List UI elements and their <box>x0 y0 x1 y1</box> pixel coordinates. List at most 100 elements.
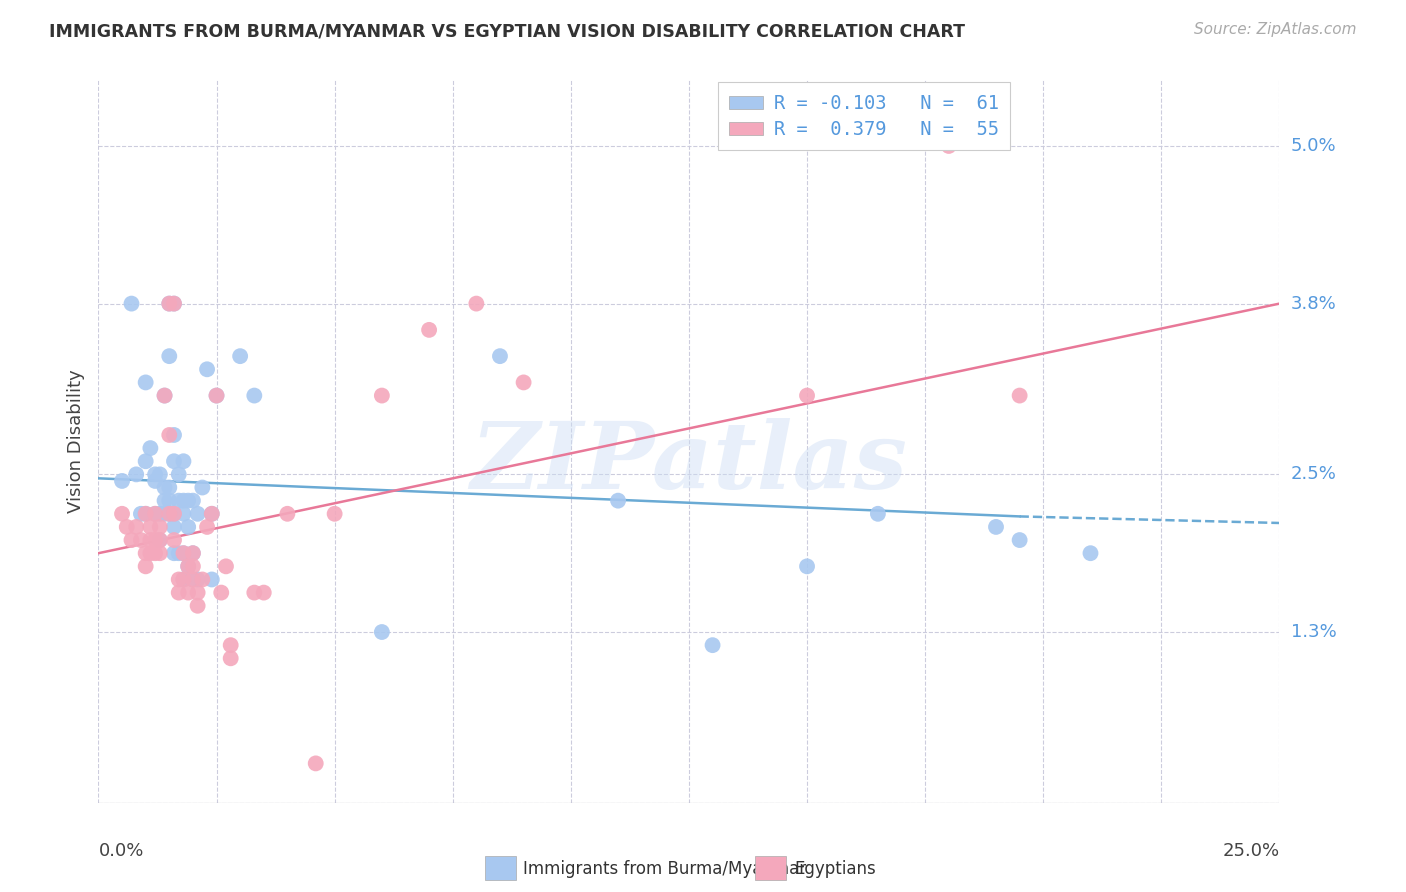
Point <box>153 507 176 521</box>
Point <box>163 454 186 468</box>
Point <box>167 573 190 587</box>
Point <box>796 388 818 402</box>
Y-axis label: Vision Disability: Vision Disability <box>66 369 84 514</box>
Point <box>323 507 346 521</box>
Point <box>177 585 200 599</box>
Point <box>153 388 176 402</box>
Point <box>157 428 180 442</box>
Point <box>163 296 186 310</box>
Point <box>371 388 394 402</box>
Point <box>149 467 172 482</box>
Point <box>1008 533 1031 547</box>
Point <box>229 349 252 363</box>
Point <box>371 625 394 640</box>
Point <box>938 139 960 153</box>
Point <box>139 533 162 547</box>
Point <box>181 546 204 560</box>
Point <box>157 493 180 508</box>
Text: 3.8%: 3.8% <box>1291 294 1336 312</box>
Point <box>181 573 204 587</box>
Point <box>181 559 204 574</box>
Point <box>201 573 224 587</box>
Point <box>149 546 172 560</box>
Point <box>157 349 180 363</box>
Point <box>125 467 148 482</box>
Point <box>984 520 1007 534</box>
Point <box>607 493 630 508</box>
Text: Egyptians: Egyptians <box>794 860 876 878</box>
Point <box>139 546 162 560</box>
Point <box>187 507 209 521</box>
Point <box>125 520 148 534</box>
Point <box>181 546 204 560</box>
Point <box>163 507 186 521</box>
Point <box>111 474 134 488</box>
Point <box>418 323 440 337</box>
Point <box>195 520 218 534</box>
Text: 5.0%: 5.0% <box>1291 137 1336 155</box>
Point <box>253 585 276 599</box>
Point <box>195 362 218 376</box>
Point <box>149 520 172 534</box>
Point <box>157 296 180 310</box>
Text: IMMIGRANTS FROM BURMA/MYANMAR VS EGYPTIAN VISION DISABILITY CORRELATION CHART: IMMIGRANTS FROM BURMA/MYANMAR VS EGYPTIA… <box>49 22 965 40</box>
Point <box>191 481 214 495</box>
Point <box>187 585 209 599</box>
Point <box>215 559 238 574</box>
Point <box>187 599 209 613</box>
Point <box>153 481 176 495</box>
Point <box>172 546 194 560</box>
Point <box>489 349 512 363</box>
Point <box>149 533 172 547</box>
Point <box>305 756 328 771</box>
Point <box>167 585 190 599</box>
Point <box>177 559 200 574</box>
Point <box>143 507 166 521</box>
Point <box>177 559 200 574</box>
Point <box>201 507 224 521</box>
Point <box>205 388 228 402</box>
Text: Immigrants from Burma/Myanmar: Immigrants from Burma/Myanmar <box>523 860 806 878</box>
Point <box>143 474 166 488</box>
Point <box>276 507 298 521</box>
Point <box>181 573 204 587</box>
Legend: R = -0.103   N =  61, R =  0.379   N =  55: R = -0.103 N = 61, R = 0.379 N = 55 <box>717 82 1011 151</box>
Point <box>219 651 242 665</box>
Text: 1.3%: 1.3% <box>1291 623 1336 641</box>
Point <box>143 533 166 547</box>
Point <box>163 546 186 560</box>
Point <box>135 546 157 560</box>
Point <box>135 376 157 390</box>
Point <box>177 493 200 508</box>
Point <box>157 481 180 495</box>
Point <box>243 585 266 599</box>
Point <box>209 585 232 599</box>
Point <box>866 507 889 521</box>
Text: ZIPatlas: ZIPatlas <box>471 418 907 508</box>
Point <box>163 428 186 442</box>
Point <box>153 493 176 508</box>
Point <box>172 507 194 521</box>
Point <box>115 520 138 534</box>
Point <box>163 507 186 521</box>
Point <box>163 520 186 534</box>
Point <box>512 376 534 390</box>
Text: Source: ZipAtlas.com: Source: ZipAtlas.com <box>1194 22 1357 37</box>
Point <box>135 507 157 521</box>
Point <box>177 520 200 534</box>
Point <box>149 533 172 547</box>
Point <box>465 296 488 310</box>
Text: 25.0%: 25.0% <box>1222 842 1279 860</box>
Point <box>157 507 180 521</box>
Point <box>243 388 266 402</box>
Point <box>149 507 172 521</box>
Point <box>121 533 143 547</box>
Point <box>167 467 190 482</box>
Point <box>143 467 166 482</box>
Point <box>1008 388 1031 402</box>
Point <box>163 533 186 547</box>
Point <box>187 573 209 587</box>
Point <box>135 507 157 521</box>
Point <box>205 388 228 402</box>
Point <box>121 296 143 310</box>
